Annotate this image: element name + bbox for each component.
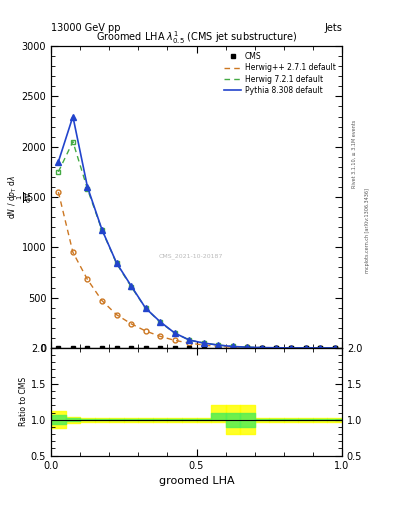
Herwig 7.2.1 default [85,186,90,192]
CMS [231,345,235,351]
Pythia 8.308 default [187,337,192,343]
CMS [114,345,119,351]
Herwig 7.2.1 default [100,227,105,233]
CMS [85,345,90,351]
Herwig 7.2.1 default [187,337,192,343]
Pythia 8.308 default [129,283,134,289]
Herwig++ 2.7.1 default [129,321,134,327]
Text: mcplots.cern.ch [arXiv:1306.3436]: mcplots.cern.ch [arXiv:1306.3436] [365,188,371,273]
Herwig++ 2.7.1 default [289,345,294,351]
Line: Herwig 7.2.1 default: Herwig 7.2.1 default [59,142,335,348]
Y-axis label: Ratio to CMS: Ratio to CMS [19,377,28,426]
Herwig++ 2.7.1 default [274,345,279,351]
Herwig 7.2.1 default [216,342,221,348]
CMS [260,345,264,351]
Pythia 8.308 default [289,345,294,351]
Pythia 8.308 default [202,340,206,346]
Herwig 7.2.1 default [260,345,264,351]
Line: Pythia 8.308 default: Pythia 8.308 default [59,117,335,348]
Herwig 7.2.1 default [129,284,134,290]
Herwig++ 2.7.1 default [231,344,235,350]
CMS [143,345,148,351]
Herwig 7.2.1 default [318,345,323,351]
X-axis label: groomed LHA: groomed LHA [159,476,234,486]
Herwig++ 2.7.1 default [216,344,221,350]
Line: Herwig++ 2.7.1 default: Herwig++ 2.7.1 default [59,192,335,348]
Pythia 8.308 default [303,345,308,351]
Herwig++ 2.7.1 default [85,276,90,283]
Herwig++ 2.7.1 default [158,333,163,339]
Herwig 7.2.1 default [173,330,177,336]
Text: 13000 GeV pp: 13000 GeV pp [51,23,121,33]
CMS [158,345,163,351]
Herwig++ 2.7.1 default [56,189,61,195]
Pythia 8.308 default [85,184,90,190]
Text: CMS_2021-10-20187: CMS_2021-10-20187 [158,253,223,259]
Line: CMS: CMS [56,346,337,350]
Pythia 8.308 default [100,227,105,233]
Herwig++ 2.7.1 default [173,337,177,344]
CMS [202,345,206,351]
CMS [332,345,337,351]
Text: $\frac{1}{\mathrm{d}N}$: $\frac{1}{\mathrm{d}N}$ [16,191,34,203]
Herwig++ 2.7.1 default [318,345,323,351]
Pythia 8.308 default [245,344,250,350]
CMS [129,345,134,351]
Herwig 7.2.1 default [158,319,163,325]
Pythia 8.308 default [114,260,119,266]
CMS [303,345,308,351]
Herwig++ 2.7.1 default [114,312,119,318]
Herwig++ 2.7.1 default [100,297,105,304]
Title: Groomed LHA $\lambda^{1}_{0.5}$ (CMS jet substructure): Groomed LHA $\lambda^{1}_{0.5}$ (CMS jet… [96,29,297,46]
Herwig++ 2.7.1 default [332,345,337,351]
CMS [173,345,177,351]
Herwig++ 2.7.1 default [187,340,192,346]
Herwig++ 2.7.1 default [71,249,75,255]
CMS [289,345,294,351]
Y-axis label: $\mathrm{d}N\ /\ \mathrm{d}p_\mathrm{T}\ \mathrm{d}\lambda$: $\mathrm{d}N\ /\ \mathrm{d}p_\mathrm{T}\… [6,175,19,219]
Herwig++ 2.7.1 default [303,345,308,351]
Herwig 7.2.1 default [289,345,294,351]
Legend: CMS, Herwig++ 2.7.1 default, Herwig 7.2.1 default, Pythia 8.308 default: CMS, Herwig++ 2.7.1 default, Herwig 7.2.… [222,50,338,97]
Pythia 8.308 default [56,159,61,165]
CMS [56,345,61,351]
Herwig 7.2.1 default [202,340,206,346]
Herwig 7.2.1 default [332,345,337,351]
Pythia 8.308 default [216,342,221,348]
Pythia 8.308 default [260,345,264,351]
Herwig 7.2.1 default [114,260,119,266]
Pythia 8.308 default [158,318,163,325]
CMS [71,345,75,351]
Herwig 7.2.1 default [231,344,235,350]
Herwig++ 2.7.1 default [260,345,264,351]
Herwig 7.2.1 default [303,345,308,351]
Pythia 8.308 default [318,345,323,351]
Herwig++ 2.7.1 default [202,342,206,348]
Text: Jets: Jets [324,23,342,33]
Herwig++ 2.7.1 default [143,328,148,334]
CMS [100,345,105,351]
Pythia 8.308 default [274,345,279,351]
Pythia 8.308 default [143,305,148,311]
Herwig++ 2.7.1 default [245,345,250,351]
Herwig 7.2.1 default [245,344,250,350]
Pythia 8.308 default [231,344,235,350]
CMS [274,345,279,351]
Pythia 8.308 default [71,114,75,120]
Pythia 8.308 default [332,345,337,351]
Herwig 7.2.1 default [71,139,75,145]
Herwig 7.2.1 default [56,169,61,175]
Pythia 8.308 default [173,330,177,336]
CMS [245,345,250,351]
Text: Rivet 3.1.10, ≥ 3.1M events: Rivet 3.1.10, ≥ 3.1M events [352,119,357,188]
Herwig 7.2.1 default [143,305,148,311]
Herwig 7.2.1 default [274,345,279,351]
CMS [216,345,221,351]
CMS [187,345,192,351]
CMS [318,345,323,351]
